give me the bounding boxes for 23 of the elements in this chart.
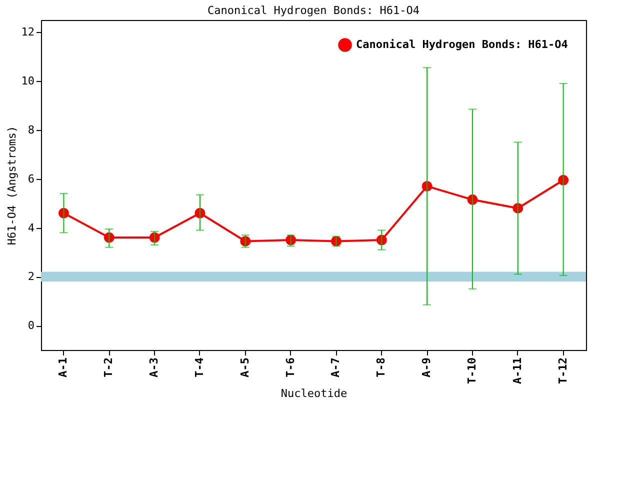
y-tick-label: 2 [28, 270, 34, 284]
x-tick-label: T-6 [284, 357, 297, 378]
x-tick-label: T-8 [374, 358, 388, 378]
y-tick-label: 12 [21, 26, 34, 39]
x-tick-label: T-12 [556, 358, 570, 384]
x-tick-label: T-2 [102, 358, 116, 378]
x-tick-label: T-10 [465, 358, 478, 384]
y-tick-label: 10 [21, 74, 34, 88]
x-axis-title: Nucleotide [280, 386, 348, 400]
y-tick-label: 0 [28, 319, 34, 332]
chart-title: Canonical Hydrogen Bonds: H61-O4 [208, 4, 420, 17]
x-tick-label: A-9 [420, 358, 434, 378]
y-tick-label: 6 [28, 172, 34, 186]
x-tick-label: A-3 [148, 358, 161, 378]
x-tick-label: T-4 [192, 357, 206, 378]
y-tick-label: 4 [28, 221, 35, 234]
x-tick-label: A-5 [238, 358, 252, 378]
legend-label: Canonical Hydrogen Bonds: H61-O4 [356, 38, 568, 51]
x-tick-label: A-11 [510, 357, 524, 384]
y-axis-title: H61-O4 (Angstroms) [5, 126, 18, 246]
y-tick-label: 8 [28, 124, 34, 136]
x-tick-label: A-1 [56, 357, 70, 378]
x-tick-label: A-7 [329, 358, 342, 378]
